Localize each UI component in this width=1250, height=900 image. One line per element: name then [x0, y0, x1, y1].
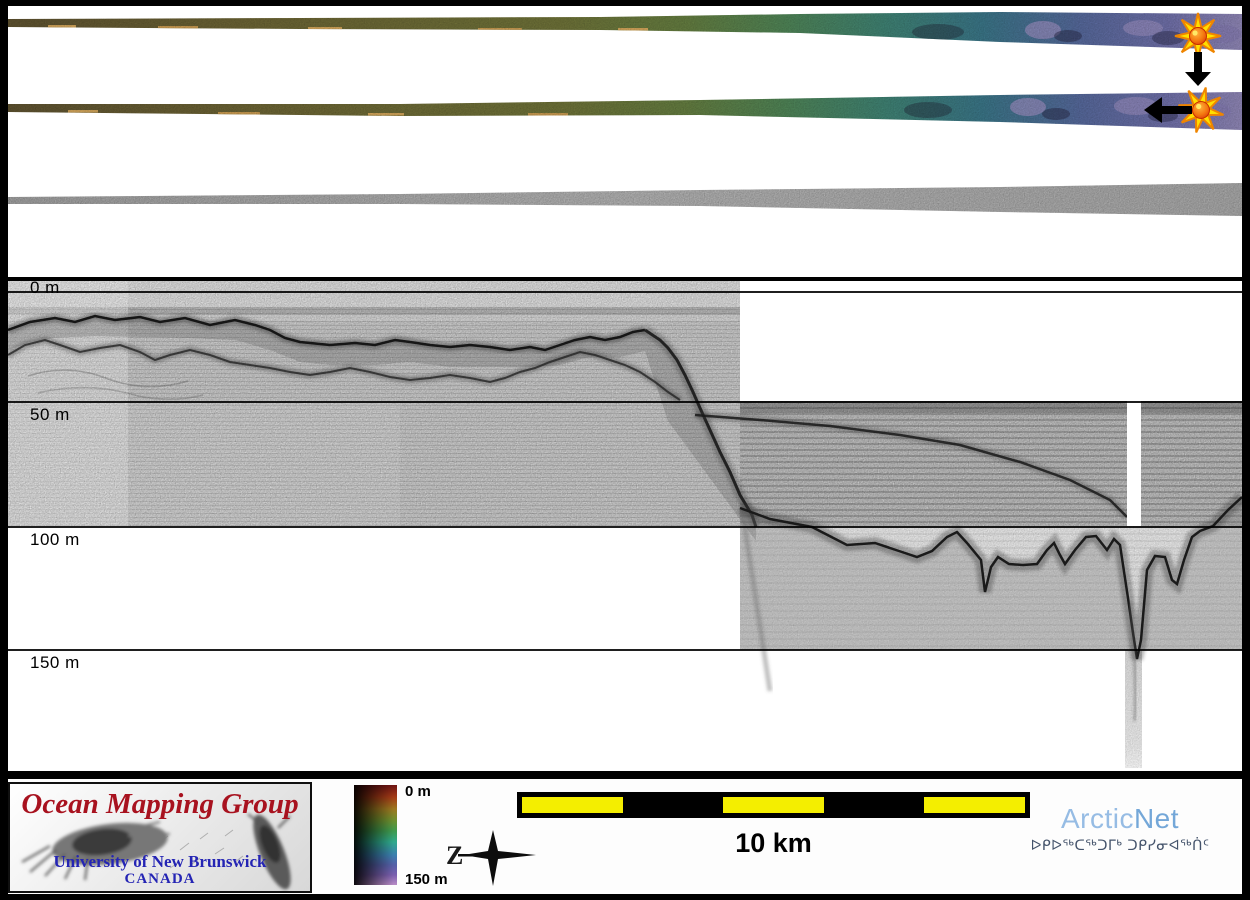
starburst-icon	[1174, 12, 1222, 60]
multibeam-swath-1	[8, 12, 1242, 50]
scale-bar-segment	[723, 797, 824, 813]
swath-map-panel	[8, 6, 1242, 277]
seafloor-slope	[642, 325, 773, 692]
compass-star-icon	[463, 830, 536, 886]
depth-label: 0 m	[30, 278, 60, 297]
subbottom-reflector	[8, 336, 682, 403]
arrow-down-icon	[1185, 52, 1211, 86]
seafloor-horizon-shallow	[8, 311, 756, 541]
grain-texture	[740, 401, 1242, 526]
depth-label: 50 m	[30, 405, 70, 424]
omg-university: University of New Brunswick	[53, 852, 267, 871]
depth-line-100m	[8, 526, 1242, 528]
arcticnet-inuktitut-text: ᐅᑭᐅᖅᑕᖅᑐᒥᒃ ᑐᑭᓯᓂᐊᖅᑏᑦ	[1030, 838, 1210, 854]
starburst-icon	[1178, 87, 1224, 133]
grain-texture	[1125, 650, 1142, 768]
ocean-mapping-group-logo: Ocean Mapping Group University of New Br…	[8, 782, 312, 893]
scale-bar-segment	[924, 797, 1025, 813]
slope-echo-streak	[739, 508, 773, 692]
seafloor-horizon-deep	[737, 492, 1242, 722]
scale-bar-segment	[823, 797, 925, 813]
omg-title: Ocean Mapping Group	[21, 788, 299, 820]
towfish-icon	[247, 813, 291, 890]
scale-bar	[517, 792, 1030, 818]
omg-country: CANADA	[124, 871, 196, 887]
depth-colorbar	[354, 785, 397, 885]
seafloor-horizon-midband	[694, 411, 1130, 520]
north-arrow: Z	[446, 830, 536, 886]
scale-bar-label: 10 km	[735, 828, 812, 858]
seismic-graphics	[8, 281, 1242, 768]
scale-bar-segment	[622, 797, 724, 813]
depth-label: 150 m	[30, 653, 80, 672]
depth-line-50m	[8, 401, 1242, 403]
data-gap	[1127, 401, 1141, 526]
arcticnet-word-net: Net	[1133, 803, 1180, 834]
sidescan-swath	[8, 183, 1242, 216]
arcticnet-logo: ArcticNet ᐅᑭᐅᖅᑕᖅᑐᒥᒃ ᑐᑭᓯᓂᐊᖅᑏᑦ	[998, 803, 1242, 854]
scale-bar-segment	[522, 797, 623, 813]
subbottom-profile-panel: 0 m 50 m 100 m 150 m	[8, 278, 1242, 771]
arrow-left-icon	[1144, 97, 1192, 123]
colorbar-max-label: 150 m	[405, 871, 448, 888]
trench-echo-tail	[1128, 600, 1138, 722]
arcticnet-wordmark: ArcticNet	[998, 803, 1242, 835]
legend-bar: Ocean Mapping Group University of New Br…	[8, 779, 1242, 894]
depth-line-0m	[8, 291, 1242, 293]
colorbar-min-label: 0 m	[405, 783, 431, 800]
towfish-icon	[21, 821, 171, 881]
north-letter: Z	[446, 841, 463, 870]
arcticnet-word-arctic: Arctic	[1060, 803, 1134, 834]
sonar-speckle	[159, 829, 244, 869]
omg-logo-art	[21, 813, 291, 890]
depth-line-150m	[8, 649, 1242, 651]
depth-label: 100 m	[30, 530, 80, 549]
multibeam-swath-2	[8, 92, 1242, 130]
swath-graphics	[8, 12, 1242, 216]
